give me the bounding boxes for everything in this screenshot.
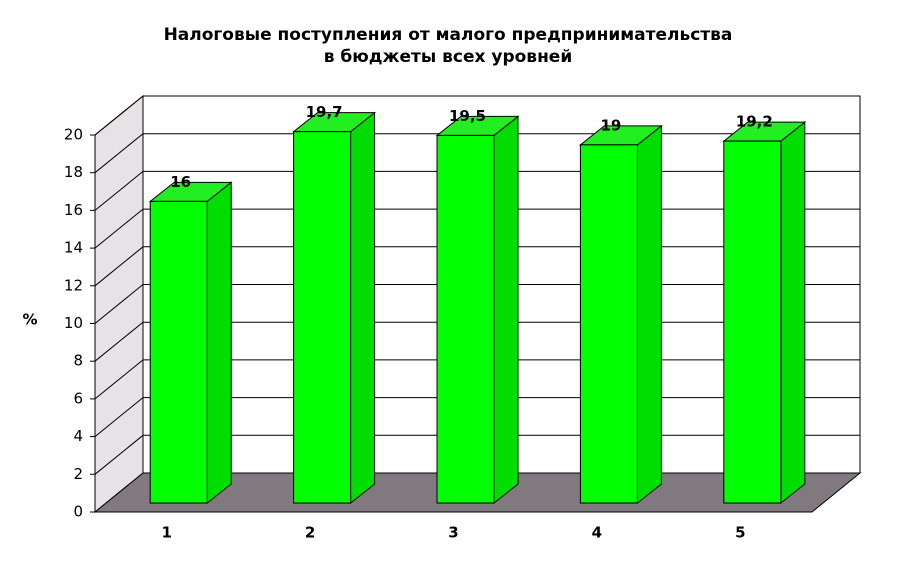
y-tick-label: 8 (73, 352, 83, 370)
bar-front (293, 131, 352, 504)
y-axis-label: % (22, 311, 37, 329)
y-tick-label: 0 (73, 503, 83, 521)
bar-side (493, 115, 519, 505)
bar-side (636, 124, 662, 505)
y-tick-label: 16 (64, 201, 83, 219)
y-tick-label: 18 (64, 163, 83, 181)
x-tick-label: 1 (161, 524, 171, 542)
y-tick-label: 10 (64, 314, 83, 332)
value-label: 19 (600, 116, 621, 134)
y-tick-label: 20 (64, 126, 83, 144)
bar-front (436, 134, 495, 504)
value-label: 19,7 (306, 103, 343, 121)
bar-front (723, 140, 782, 504)
bar (578, 124, 663, 505)
value-label: 19,2 (736, 113, 773, 131)
bar-side (350, 111, 376, 505)
y-tick-label: 2 (73, 465, 83, 483)
bar (292, 111, 377, 505)
x-tick-label: 3 (448, 524, 458, 542)
bar-side (206, 181, 232, 505)
chart-title: в бюджеты всех уровней (324, 47, 573, 67)
x-tick-label: 2 (305, 524, 315, 542)
x-tick-label: 4 (592, 524, 602, 542)
bar (435, 115, 520, 505)
bar-front (149, 200, 208, 504)
x-tick-label: 5 (735, 524, 745, 542)
value-label: 19,5 (449, 107, 486, 125)
bar-front (579, 144, 638, 504)
bar-side (780, 121, 806, 505)
value-label: 16 (170, 173, 191, 191)
chart-title: Налоговые поступления от малого предприн… (164, 25, 733, 45)
y-tick-label: 12 (64, 276, 83, 294)
y-tick-label: 6 (73, 389, 83, 407)
grid-line (94, 95, 860, 136)
y-tick-label: 14 (64, 239, 83, 257)
bar (722, 121, 807, 505)
bar (148, 181, 233, 505)
y-tick-label: 4 (73, 427, 83, 445)
